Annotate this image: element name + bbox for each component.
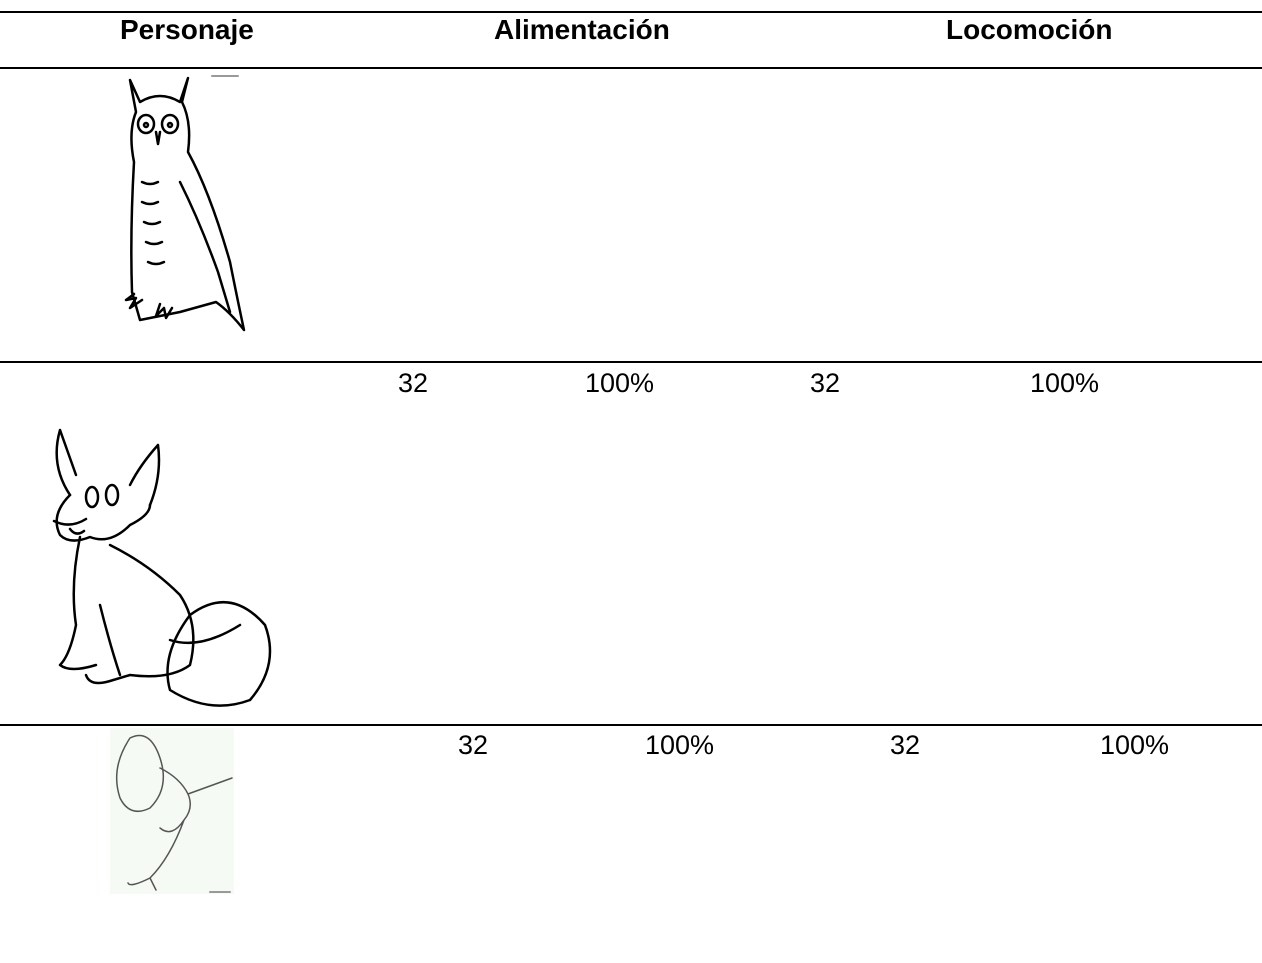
header-cell: Personaje bbox=[120, 14, 254, 46]
fox-image bbox=[40, 425, 280, 710]
top-rule bbox=[0, 11, 1262, 13]
count: 32 bbox=[458, 730, 488, 761]
row-rule bbox=[0, 724, 1262, 726]
owl-image bbox=[120, 72, 250, 337]
count: 32 bbox=[810, 368, 840, 399]
header-cell: Locomoción bbox=[946, 14, 1112, 46]
row-rule bbox=[0, 361, 1262, 363]
hummingbird-image bbox=[110, 728, 238, 896]
count: 32 bbox=[398, 368, 428, 399]
percent: 100% bbox=[585, 368, 654, 399]
header-cell: Alimentación bbox=[494, 14, 670, 46]
header-rule bbox=[0, 67, 1262, 69]
percent: 100% bbox=[1100, 730, 1169, 761]
percent: 100% bbox=[645, 730, 714, 761]
count: 32 bbox=[890, 730, 920, 761]
page: {"table": { "headers": ["Personaje", "Al… bbox=[0, 0, 1262, 963]
percent: 100% bbox=[1030, 368, 1099, 399]
